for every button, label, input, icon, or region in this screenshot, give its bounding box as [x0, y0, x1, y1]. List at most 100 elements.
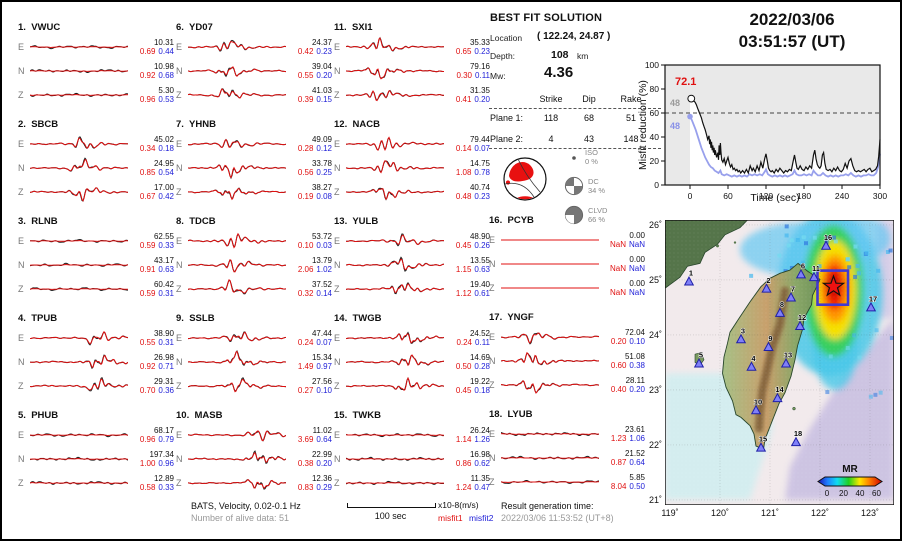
misfit-values: 1.12 0.61 — [444, 289, 490, 298]
misfit-legend: misfit1 misfit2 — [438, 513, 494, 523]
component-label: E — [334, 139, 341, 149]
amplitude-value: 13.79 — [311, 256, 332, 265]
station-block: 13. YULB E 48.90 0.45 0.26 N 13.55 1.15 0.63 Z 19.… — [334, 216, 490, 301]
station-code: YHNB — [183, 119, 216, 130]
misfit1-value: 0.42 — [297, 47, 314, 56]
component-label: E — [334, 236, 341, 246]
peak-misfit-label: 72.1 — [675, 76, 696, 88]
misfit1-value: 0.87 — [610, 458, 627, 467]
misfit2-value: 0.54 — [158, 168, 174, 177]
misfit-x-axis-label: Time (sec) — [750, 192, 800, 204]
waveform-row: Z 29.31 0.70 0.36 — [18, 374, 174, 398]
waveform-trace — [346, 480, 444, 486]
plane1-rake: 51 — [625, 113, 636, 123]
misfit-values: 0.96 0.79 — [128, 435, 174, 444]
station-marker — [794, 320, 806, 331]
component-label: E — [176, 139, 183, 149]
colorbar-tick: 20 — [839, 489, 848, 498]
epicenter-star-icon — [821, 274, 846, 297]
amplitude-value: 26.24 — [469, 426, 490, 435]
component-label: E — [18, 42, 25, 52]
station-block: 9. SSLB E 47.44 0.24 0.07 N 15.34 1.49 0.97 Z 27.5… — [176, 313, 332, 398]
station-code: PCYB — [502, 215, 534, 226]
waveform-trace — [346, 331, 444, 344]
amplitude-value: 45.02 — [153, 135, 174, 144]
component-label: Z — [176, 284, 182, 294]
waveform-row: Z 31.35 0.41 0.20 — [334, 83, 490, 107]
result-time-label: Result generation time: — [501, 501, 594, 511]
station-marker — [795, 268, 807, 279]
station-marker — [780, 358, 792, 368]
component-label: N — [176, 66, 183, 76]
misfit2-value: 0.78 — [474, 168, 490, 177]
waveform-values: 13.79 2.06 1.02 — [286, 256, 332, 274]
waveform-row: E 72.04 0.20 0.10 — [489, 325, 645, 349]
gray-misfit-label: 48 — [670, 98, 680, 108]
waveform-values: 33.78 0.56 0.25 — [286, 159, 332, 177]
station-title: 6. YD07 — [176, 22, 332, 33]
station-marker — [790, 436, 802, 447]
waveform-values: 0.00 NaN NaN — [599, 279, 645, 297]
waveform-row: E 45.02 0.34 0.18 — [18, 132, 174, 156]
component-label: Z — [18, 381, 24, 391]
mw-label: Mw: — [490, 71, 506, 81]
station-number: 13. — [334, 216, 348, 227]
misfit2-value: 0.23 — [474, 192, 490, 201]
station-number: 1. — [18, 22, 26, 33]
misfit-values: 0.40 0.20 — [599, 385, 645, 394]
waveform-values: 51.08 0.60 0.38 — [599, 352, 645, 370]
component-label: N — [489, 259, 496, 269]
amplitude-value: 23.61 — [624, 425, 645, 434]
misfit2-value: 0.62 — [474, 459, 490, 468]
misfit2-value: 0.15 — [316, 95, 332, 104]
waveform-values: 48.90 0.45 0.26 — [444, 232, 490, 250]
station-block: 5. PHUB E 68.17 0.96 0.79 N 197.34 1.00 0.96 Z 12.… — [18, 410, 174, 495]
station-code: SSLB — [183, 313, 215, 324]
amplitude-value: 38.90 — [153, 329, 174, 338]
misfit1-value: 0.59 — [139, 289, 156, 298]
station-code: TDCB — [183, 216, 216, 227]
waveform-values: 27.56 0.27 0.10 — [286, 377, 332, 395]
component-label: N — [176, 357, 183, 367]
misfit2-value: NaN — [628, 264, 645, 273]
waveform-row: E 79.44 0.14 0.07 — [334, 132, 490, 156]
amplitude-value: 5.85 — [629, 473, 645, 482]
component-label: Z — [176, 478, 182, 488]
waveform-values: 0.00 NaN NaN — [599, 255, 645, 273]
station-marker — [785, 292, 797, 302]
component-label: E — [176, 236, 183, 246]
misfit1-value: 0.32 — [297, 289, 314, 298]
misfit-values: 8.04 0.50 — [599, 482, 645, 491]
waveform-values: 38.27 0.19 0.08 — [286, 183, 332, 201]
best-fit-solution-panel: BEST FIT SOLUTION Location ( 122.24, 24.… — [489, 10, 662, 225]
divider — [489, 108, 661, 109]
station-block: 4. TPUB E 38.90 0.55 0.31 N 26.98 0.92 0.71 Z 29.3… — [18, 313, 174, 398]
station-title: 16. PCYB — [489, 215, 645, 226]
station-marker — [693, 358, 705, 368]
waveform-values: 41.03 0.39 0.15 — [286, 86, 332, 104]
colorbar-tick: 0 — [825, 489, 830, 498]
misfit2-value: 0.20 — [474, 95, 490, 104]
misfit1-value: 0.19 — [297, 192, 314, 201]
waveform-trace — [30, 354, 128, 370]
amplitude-value: 24.52 — [469, 329, 490, 338]
component-label: Z — [489, 477, 495, 487]
station-marker — [774, 307, 786, 317]
misfit1-value: 1.23 — [610, 434, 627, 443]
station-block: 16. PCYB E 0.00 NaN NaN N 0.00 NaN NaN Z 0.00 NaN Na… — [489, 215, 645, 300]
misfit1-value: 1.15 — [455, 265, 472, 274]
waveform-values: 79.44 0.14 0.07 — [444, 135, 490, 153]
dip-header: Dip — [582, 94, 596, 104]
misfit-ytick: 20 — [650, 156, 660, 166]
component-label: Z — [176, 381, 182, 391]
station-code: TWKB — [347, 410, 381, 421]
waveform-row: E 24.52 0.24 0.11 — [334, 326, 490, 350]
waveform-values: 10.98 0.92 0.68 — [128, 62, 174, 80]
waveform-trace — [346, 136, 444, 152]
misfit2-value: 0.29 — [316, 483, 332, 492]
misfit1-value: 0.83 — [297, 483, 314, 492]
misfit-values: 0.45 0.18 — [444, 386, 490, 395]
station-marker-label: 5 — [699, 351, 703, 360]
station-code: TPUB — [25, 313, 58, 324]
